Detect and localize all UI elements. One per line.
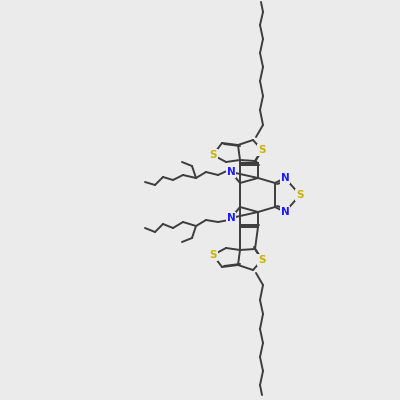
Text: N: N — [281, 173, 289, 183]
Text: N: N — [227, 213, 235, 223]
Text: N: N — [281, 207, 289, 217]
Text: S: S — [258, 145, 266, 155]
Text: N: N — [227, 167, 235, 177]
Text: S: S — [296, 190, 304, 200]
Text: S: S — [209, 250, 217, 260]
Text: S: S — [258, 255, 266, 265]
Text: S: S — [209, 150, 217, 160]
